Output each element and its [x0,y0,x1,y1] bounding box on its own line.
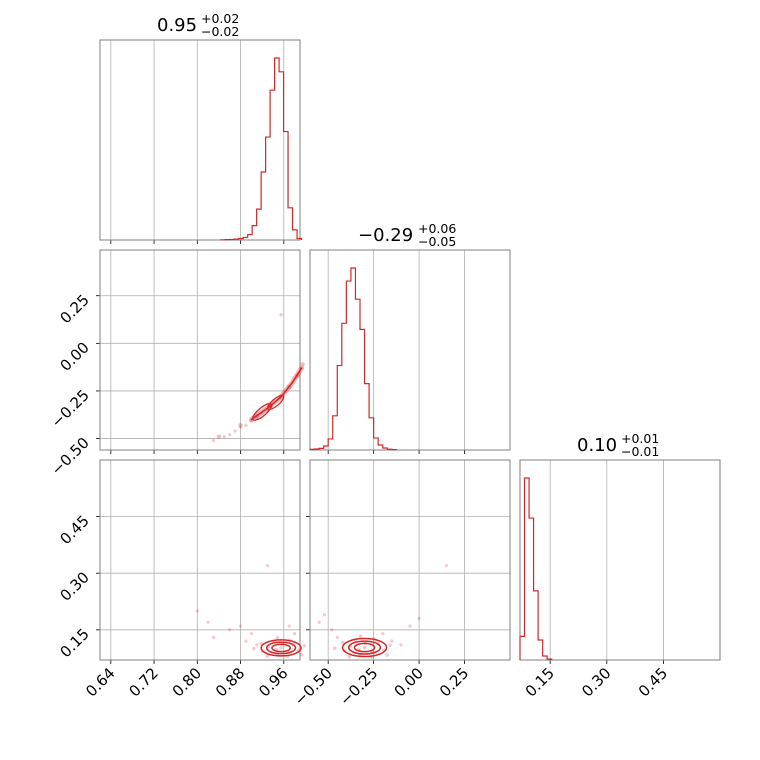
panel-3-3-frame [519,459,721,661]
panel-3-1-density-13 [302,643,307,648]
panel-3-2-point-2 [330,628,334,632]
panel-2-2-frame [309,249,511,451]
panel-2-1-density-0 [216,434,222,439]
hist-1-step [220,57,303,241]
panel-3-2-density-16 [385,653,389,657]
panel-3-2-point-0 [317,620,321,624]
panel-3-2-point-6 [399,643,403,647]
panel-2-1-point-5 [244,423,248,427]
panel-3-2-contour-1 [347,640,382,655]
panel-3-2-point-7 [408,624,412,628]
panel-3-2-density-15 [358,634,363,638]
panel-2-1-density-7 [300,362,305,367]
panel-2-2-title-value: −0.29 [358,225,413,246]
panel-2-1-point-1 [222,435,226,439]
panel-2-1-contour-outer [248,365,305,422]
panel-2-1-contour-inner [250,367,303,421]
panel-2-1-point-2 [228,433,232,437]
x-tick-label-1-3: 0.88 [212,664,248,700]
panel-3-2-point-1 [322,613,327,617]
panel-2-2-title-minus: −0.05 [418,234,456,249]
panel-3-1-frame [99,459,301,661]
panel-3-2-contour-0 [341,637,388,658]
x-tick-label-1-1: 0.72 [126,664,162,700]
panel-3-3-title-plus: +0.01 [621,431,659,446]
hist-2-step [309,267,397,451]
y-tick-label-2-1: 0.00 [56,338,92,374]
y-tick-label-3-2: 0.45 [56,512,92,548]
x-tick-label-1-2: 0.80 [169,664,205,700]
panel-3-1-density-15 [275,636,280,640]
panel-2-1-contour-ring-0 [251,402,273,421]
panel-2-1-contour-ring-1 [267,394,285,410]
panel-2-1-point-3 [233,429,237,433]
panel-3-2-density-13 [388,643,392,647]
panel-3-3-title-minus: −0.01 [621,444,659,459]
plot-layer: 0.64 0.72 0.80 0.88 0.96 −0.50 −0.25 0.00 0.25 0.… [48,39,721,709]
panel-3-1-point-7 [255,643,259,647]
y-tick-label-2-3: −0.50 [48,434,93,479]
panel-3-1-point-9 [287,624,291,628]
y-tick-label-3-1: 0.30 [56,568,92,604]
hist-3-step [519,477,553,660]
panel-3-1-point-4 [238,624,243,628]
panel-3-1-density-16 [299,652,304,657]
x-tick-label-3-1: 0.30 [578,664,614,700]
panel-3-1-contour-0 [260,639,302,657]
panel-3-1-point-6 [249,631,253,636]
panel-3-2-frame [309,459,511,661]
x-tick-label-2-2: 0.00 [391,664,427,700]
panel-3-2-point-9 [444,564,448,568]
panel-1-1-title-minus: −0.02 [201,24,239,39]
panel-3-1-point-8 [265,564,270,568]
x-tick-label-3-2: 0.45 [635,664,671,700]
panel-3-2-density-14 [347,654,352,659]
x-tick-label-3-0: 0.15 [522,664,558,700]
panel-2-1-point-0 [211,438,216,443]
y-tick-label-3-0: 0.15 [56,625,92,661]
panel-3-2-contour-2 [353,642,376,653]
x-tick-label-2-3: 0.25 [436,664,472,700]
panel-3-1-point-10 [292,631,297,636]
x-tick-label-2-1: −0.25 [336,664,381,709]
panel-3-2-density-0 [362,645,367,650]
x-tick-label-1-4: 0.96 [255,664,291,700]
panel-3-2-density-12 [340,640,345,645]
y-tick-label-2-2: −0.25 [48,386,93,431]
panel-3-1-point-5 [244,639,248,643]
panel-3-1-contour-2 [271,643,292,653]
panel-3-1-point-2 [211,635,216,639]
panel-2-2-title-plus: +0.06 [418,221,456,236]
panel-2-1-density-1 [238,423,243,428]
x-tick-label-1-0: 0.64 [82,664,118,700]
panel-3-2-point-3 [335,635,339,639]
panel-1-1-title-plus: +0.02 [201,11,239,26]
panel-3-1-density-0 [279,646,283,650]
panel-1-1-frame [99,39,301,241]
panel-3-1-point-0 [195,609,199,613]
y-tick-label-2-0: 0.25 [56,291,92,327]
panel-3-2-point-4 [381,631,385,636]
panel-3-3-title-value: 0.10 [577,435,617,456]
panel-2-1-point-6 [249,419,253,424]
panel-3-1-point-1 [206,620,210,624]
x-tick-label-2-0: −0.50 [291,664,336,709]
panel-2-1-frame [99,249,301,451]
panel-3-1-point-3 [228,628,232,632]
panel-3-1-density-17 [252,646,256,651]
panel-3-2-point-5 [390,639,394,643]
panel-2-1-point-4 [238,425,243,429]
panel-3-1-density-14 [265,654,269,658]
panel-3-2-point-8 [417,616,421,621]
panel-2-1-point-10 [279,313,283,317]
panel-3-2-density-17 [332,646,337,651]
panel-1-1-title-value: 0.95 [157,15,197,36]
panel-3-1-contour-1 [265,641,297,655]
